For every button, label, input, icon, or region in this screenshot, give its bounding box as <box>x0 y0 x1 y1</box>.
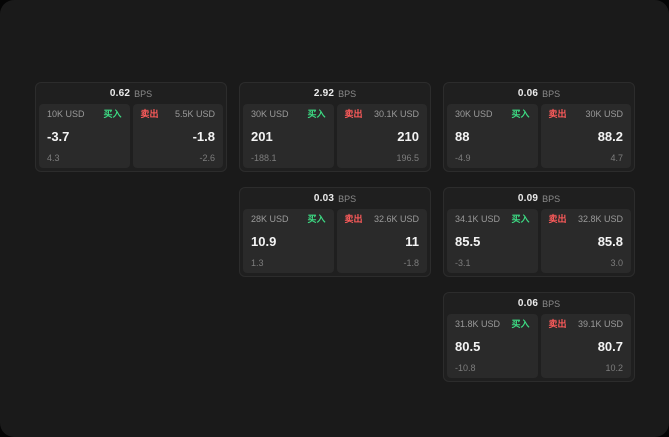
buy-label: 买入 <box>103 109 122 119</box>
sell-price: 85.8 <box>597 234 623 249</box>
buy-delta: -10.8 <box>455 363 476 373</box>
bps-header: 0.06 BPS <box>444 83 634 104</box>
buy-size: 34.1K USD <box>455 214 501 224</box>
sell-label: 卖出 <box>548 109 567 119</box>
sell-panel[interactable]: 卖出 32.6K USD 11 -1.8 <box>336 209 427 273</box>
sell-label: 卖出 <box>548 319 567 329</box>
sell-delta: -2.6 <box>199 153 215 163</box>
bps-unit-label: BPS <box>134 88 153 99</box>
buy-price: 10.9 <box>251 234 277 249</box>
sell-panel[interactable]: 卖出 32.8K USD 85.8 3.0 <box>540 209 631 273</box>
sell-panel[interactable]: 卖出 39.1K USD 80.7 10.2 <box>540 314 631 378</box>
buy-panel[interactable]: 31.8K USD 买入 80.5 -10.8 <box>447 314 538 378</box>
quote-card: 0.03 BPS 28K USD 买入 10.9 1.3 卖出 32.6K US… <box>239 187 431 277</box>
buy-size: 10K USD <box>47 109 85 119</box>
buy-price: 80.5 <box>455 339 481 354</box>
sell-price: 11 <box>405 234 419 249</box>
buy-delta: 1.3 <box>251 258 264 268</box>
quote-card: 0.09 BPS 34.1K USD 买入 85.5 -3.1 卖出 32.8K… <box>443 187 635 277</box>
sell-price: 88.2 <box>597 129 623 144</box>
sell-delta: 196.5 <box>396 153 419 163</box>
bps-value: 0.06 <box>517 298 539 309</box>
bps-unit-label: BPS <box>542 88 561 99</box>
bps-header: 0.62 BPS <box>36 83 226 104</box>
sell-delta: 10.2 <box>605 363 623 373</box>
quote-grid: 0.62 BPS 10K USD 买入 -3.7 4.3 卖出 5.5K USD <box>35 82 635 382</box>
sell-price: -1.8 <box>192 129 215 144</box>
buy-price: 88 <box>455 129 470 144</box>
sell-label: 卖出 <box>344 109 363 119</box>
sell-label: 卖出 <box>344 214 363 224</box>
bps-unit-label: BPS <box>542 298 561 309</box>
buy-delta: -3.1 <box>455 258 471 268</box>
bps-unit-label: BPS <box>542 193 561 204</box>
sell-price: 210 <box>397 129 419 144</box>
buy-price: -3.7 <box>47 129 70 144</box>
quote-body: 30K USD 买入 88 -4.9 卖出 30K USD 88.2 4.7 <box>444 104 634 171</box>
quote-card: 0.06 BPS 30K USD 买入 88 -4.9 卖出 30K USD <box>443 82 635 172</box>
sell-panel[interactable]: 卖出 5.5K USD -1.8 -2.6 <box>132 104 223 168</box>
buy-panel[interactable]: 30K USD 买入 201 -188.1 <box>243 104 334 168</box>
quote-body: 30K USD 买入 201 -188.1 卖出 30.1K USD 210 1… <box>240 104 430 171</box>
sell-delta: 4.7 <box>610 153 623 163</box>
sell-size: 32.6K USD <box>373 214 419 224</box>
buy-label: 买入 <box>307 109 326 119</box>
buy-label: 买入 <box>511 319 530 329</box>
buy-label: 买入 <box>307 214 326 224</box>
bps-header: 0.03 BPS <box>240 188 430 209</box>
bps-header: 0.06 BPS <box>444 293 634 314</box>
bps-unit-label: BPS <box>338 88 357 99</box>
bps-value: 0.09 <box>517 193 539 204</box>
quote-body: 34.1K USD 买入 85.5 -3.1 卖出 32.8K USD 85.8… <box>444 209 634 276</box>
sell-size: 30.1K USD <box>373 109 419 119</box>
buy-delta: -188.1 <box>251 153 277 163</box>
buy-size: 31.8K USD <box>455 319 501 329</box>
bps-value: 0.06 <box>517 88 539 99</box>
bps-value: 2.92 <box>313 88 335 99</box>
buy-label: 买入 <box>511 109 530 119</box>
quote-card: 0.06 BPS 31.8K USD 买入 80.5 -10.8 卖出 39.1… <box>443 292 635 382</box>
bps-header: 0.09 BPS <box>444 188 634 209</box>
sell-size: 30K USD <box>585 109 623 119</box>
quote-card: 0.62 BPS 10K USD 买入 -3.7 4.3 卖出 5.5K USD <box>35 82 227 172</box>
quote-body: 28K USD 买入 10.9 1.3 卖出 32.6K USD 11 -1.8 <box>240 209 430 276</box>
buy-delta: 4.3 <box>47 153 60 163</box>
bps-value: 0.62 <box>109 88 131 99</box>
buy-panel[interactable]: 30K USD 买入 88 -4.9 <box>447 104 538 168</box>
sell-price: 80.7 <box>597 339 623 354</box>
sell-panel[interactable]: 卖出 30K USD 88.2 4.7 <box>540 104 631 168</box>
buy-delta: -4.9 <box>455 153 471 163</box>
buy-size: 28K USD <box>251 214 289 224</box>
buy-panel[interactable]: 34.1K USD 买入 85.5 -3.1 <box>447 209 538 273</box>
sell-size: 39.1K USD <box>577 319 623 329</box>
buy-price: 85.5 <box>455 234 481 249</box>
quote-body: 10K USD 买入 -3.7 4.3 卖出 5.5K USD -1.8 -2.… <box>36 104 226 171</box>
quote-card: 2.92 BPS 30K USD 买入 201 -188.1 卖出 30.1K … <box>239 82 431 172</box>
buy-panel[interactable]: 10K USD 买入 -3.7 4.3 <box>39 104 130 168</box>
buy-label: 买入 <box>511 214 530 224</box>
buy-size: 30K USD <box>455 109 493 119</box>
buy-panel[interactable]: 28K USD 买入 10.9 1.3 <box>243 209 334 273</box>
buy-size: 30K USD <box>251 109 289 119</box>
sell-size: 32.8K USD <box>577 214 623 224</box>
bps-unit-label: BPS <box>338 193 357 204</box>
sell-delta: 3.0 <box>610 258 623 268</box>
quote-body: 31.8K USD 买入 80.5 -10.8 卖出 39.1K USD 80.… <box>444 314 634 381</box>
bps-value: 0.03 <box>313 193 335 204</box>
sell-label: 卖出 <box>548 214 567 224</box>
sell-size: 5.5K USD <box>174 109 215 119</box>
sell-label: 卖出 <box>140 109 159 119</box>
sell-delta: -1.8 <box>403 258 419 268</box>
bps-header: 2.92 BPS <box>240 83 430 104</box>
buy-price: 201 <box>251 129 273 144</box>
sell-panel[interactable]: 卖出 30.1K USD 210 196.5 <box>336 104 427 168</box>
